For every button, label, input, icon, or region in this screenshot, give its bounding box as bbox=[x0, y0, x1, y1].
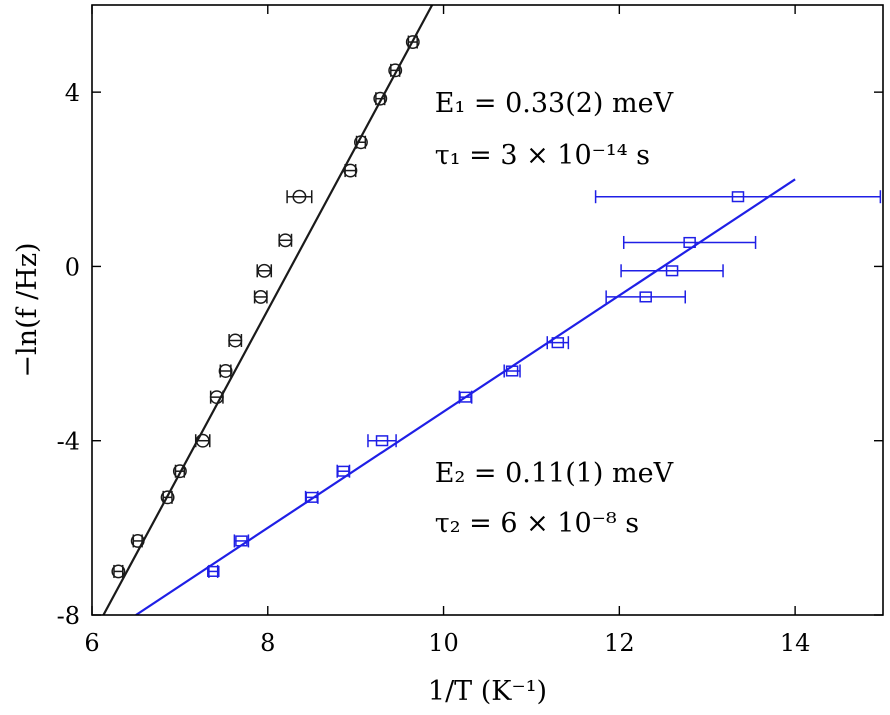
annotation-1: τ₁ = 3 × 10⁻¹⁴ s bbox=[435, 140, 650, 171]
series-1-point-3 bbox=[337, 465, 350, 477]
x-tick-label-4: 14 bbox=[780, 629, 811, 657]
series-1-point-11 bbox=[731, 191, 745, 203]
series-0-point-0 bbox=[111, 564, 126, 579]
series-1-point-1 bbox=[235, 535, 248, 547]
series-1-errorbar-4 bbox=[367, 434, 397, 448]
series-1-point-5 bbox=[459, 391, 472, 403]
series-0-point-3 bbox=[172, 464, 187, 479]
series-0-errorbar-4 bbox=[194, 434, 211, 448]
annotation-3: τ₂ = 6 × 10⁻⁸ s bbox=[435, 508, 639, 539]
series-0 bbox=[102, 5, 434, 615]
series-0-point-14 bbox=[373, 91, 388, 106]
series-0-point-2 bbox=[160, 490, 175, 505]
series-1-point-0 bbox=[207, 565, 220, 577]
series-1-point-7 bbox=[551, 337, 565, 349]
x-tick-label-3: 12 bbox=[604, 629, 635, 657]
y-tick-label-1: -4 bbox=[57, 428, 80, 456]
series-1-point-2 bbox=[305, 491, 318, 503]
plot-marks bbox=[102, 5, 882, 615]
series-1-errorbar-8 bbox=[605, 290, 686, 304]
series-0-point-8 bbox=[253, 289, 268, 304]
axis-labels: 1/T (K⁻¹) −ln(f /Hz) bbox=[12, 242, 547, 707]
x-tick-label-1: 8 bbox=[260, 629, 275, 657]
series-1-point-4 bbox=[375, 435, 389, 447]
series-1-errorbar-10 bbox=[622, 235, 757, 249]
y-tick-label-0: -8 bbox=[57, 602, 80, 630]
axis-ticks: 6 8 10 12 14 -8 -4 0 4 bbox=[57, 5, 883, 657]
x-tick-label-0: 6 bbox=[84, 629, 99, 657]
series-1-errorbar-9 bbox=[620, 264, 724, 278]
series-0-point-15 bbox=[388, 63, 403, 78]
series-1-point-8 bbox=[639, 291, 652, 303]
series-1-point-10 bbox=[683, 236, 696, 249]
series-0-fit-line bbox=[102, 5, 434, 615]
series-1-errorbar-1 bbox=[233, 534, 250, 548]
y-tick-label-2: 0 bbox=[65, 253, 80, 281]
series-0-point-12 bbox=[343, 163, 358, 178]
x-axis-label: 1/T (K⁻¹) bbox=[428, 676, 547, 707]
series-0-point-10 bbox=[278, 233, 293, 248]
series-1-errorbar-11 bbox=[594, 190, 882, 204]
annotation-0: E₁ = 0.33(2) meV bbox=[435, 88, 674, 119]
series-0-errorbar-9 bbox=[256, 264, 273, 278]
series-0-point-4 bbox=[195, 433, 210, 448]
series-0-point-7 bbox=[228, 333, 243, 348]
series-0-point-1 bbox=[130, 533, 145, 548]
series-0-point-5 bbox=[209, 390, 224, 405]
series-1-point-9 bbox=[665, 265, 679, 277]
series-0-point-13 bbox=[353, 135, 368, 150]
plot-frame bbox=[91, 4, 884, 616]
annotation-2: E₂ = 0.11(1) meV bbox=[435, 458, 674, 489]
series-1-errorbar-7 bbox=[546, 336, 570, 350]
series-0-point-9 bbox=[257, 263, 272, 278]
series-0-point-6 bbox=[218, 364, 233, 378]
series-0-errorbar-11 bbox=[286, 190, 313, 204]
series-0-point-11 bbox=[292, 189, 307, 204]
series-0-point-16 bbox=[405, 35, 420, 49]
y-tick-label-3: 4 bbox=[65, 79, 80, 107]
y-axis-label: −ln(f /Hz) bbox=[12, 242, 43, 377]
series-1 bbox=[135, 178, 882, 615]
x-tick-label-2: 10 bbox=[428, 629, 459, 657]
series-1-point-6 bbox=[505, 365, 519, 377]
annotations: E₁ = 0.33(2) meV τ₁ = 3 × 10⁻¹⁴ s E₂ = 0.1… bbox=[435, 88, 674, 539]
